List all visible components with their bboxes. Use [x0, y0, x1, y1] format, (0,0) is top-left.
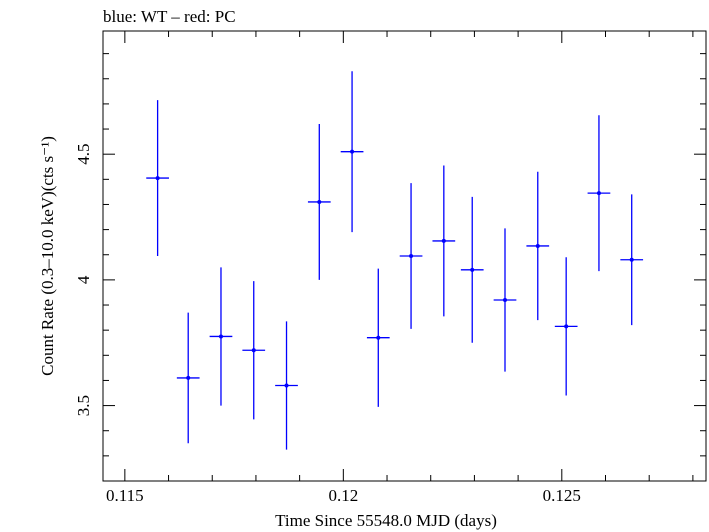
data-point: [307, 124, 331, 280]
y-axis-label: Count Rate (0.3–10.0 keV)(cts s⁻¹): [38, 136, 57, 376]
data-point: [399, 183, 423, 329]
chart-title: blue: WT – red: PC: [103, 7, 236, 26]
point-marker: [629, 257, 634, 262]
x-tick-label: 0.12: [328, 486, 358, 505]
x-tick-label: 0.125: [543, 486, 581, 505]
point-marker: [470, 267, 475, 272]
y-tick-label: 4: [74, 275, 93, 284]
point-marker: [350, 149, 355, 154]
plot-frame: [102, 30, 707, 482]
x-axis-ticks: 0.115 0.12 0.125: [106, 31, 694, 505]
data-point: [146, 100, 169, 256]
point-marker: [376, 335, 381, 340]
point-marker: [441, 238, 446, 243]
data-point: [176, 312, 200, 444]
point-marker: [186, 375, 191, 380]
data-point: [242, 281, 266, 420]
point-marker: [535, 243, 540, 248]
data-point: [209, 267, 233, 406]
data-point: [620, 194, 644, 326]
data-point: [554, 257, 578, 396]
point-marker: [218, 334, 223, 339]
data-point: [275, 321, 298, 450]
data-point: [432, 165, 456, 317]
point-marker: [596, 191, 601, 196]
point-marker: [284, 383, 289, 388]
point-marker: [409, 254, 414, 258]
data-point: [366, 268, 390, 407]
data-point: [587, 115, 611, 272]
y-axis-ticks: 3.5 4 4.5: [74, 53, 706, 457]
point-marker: [564, 324, 569, 329]
point-marker: [251, 348, 256, 353]
data-point: [526, 171, 550, 321]
point-marker: [155, 176, 160, 181]
point-marker: [317, 199, 322, 204]
data-point: [340, 71, 364, 233]
point-marker: [503, 297, 507, 302]
x-tick-label: 0.115: [106, 486, 144, 505]
y-tick-label: 3.5: [74, 395, 93, 416]
data-points: [146, 71, 644, 450]
x-axis-label: Time Since 55548.0 MJD (days): [275, 511, 497, 530]
y-tick-label: 4.5: [74, 144, 93, 165]
data-point: [493, 228, 517, 372]
data-point: [460, 196, 484, 343]
